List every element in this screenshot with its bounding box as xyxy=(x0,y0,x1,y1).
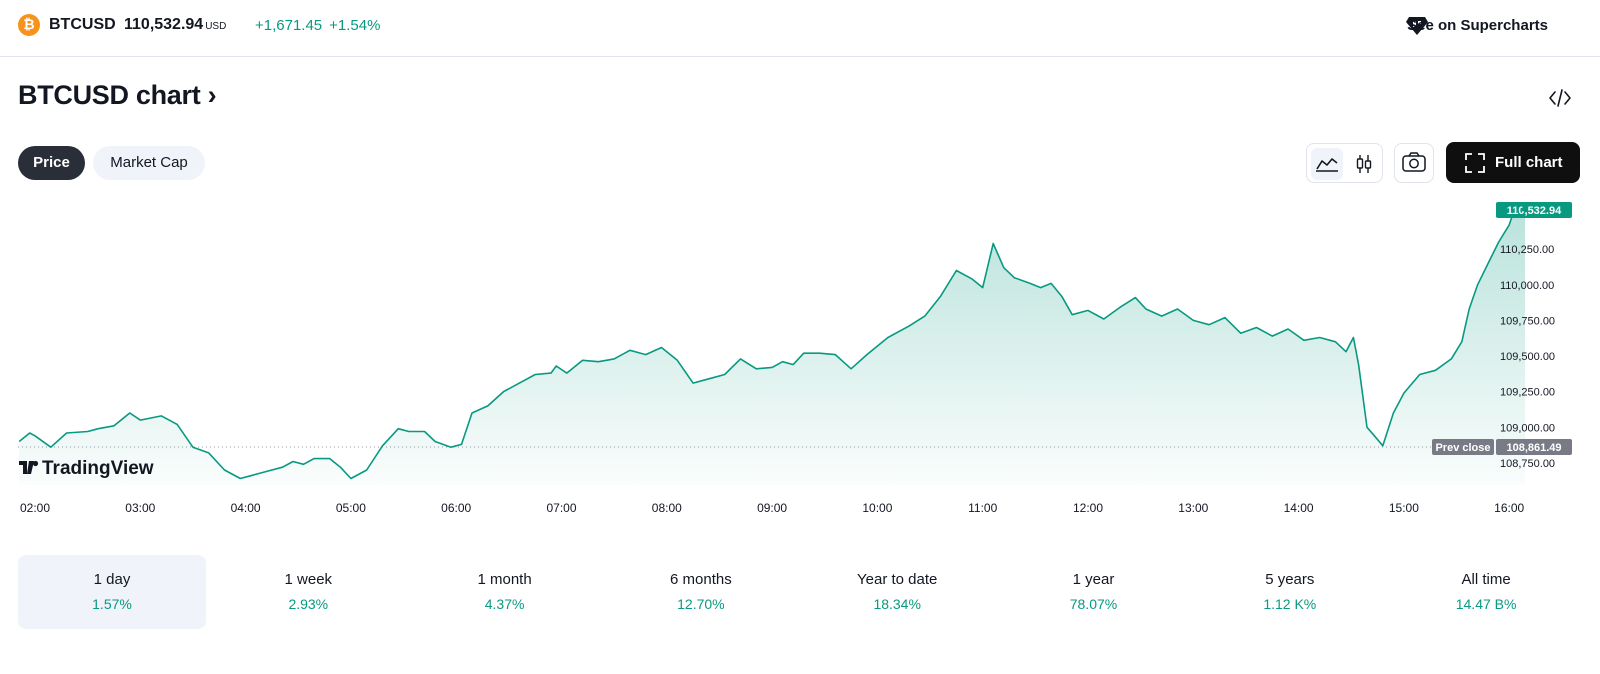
period-label: 1 day xyxy=(93,571,131,588)
see-on-supercharts-link[interactable]: See on Supercharts xyxy=(1407,17,1548,34)
y-tick-label: 109,250.00 xyxy=(1500,387,1555,399)
period-label: All time xyxy=(1461,571,1511,588)
price-line xyxy=(18,208,1526,480)
period-label: 1 month xyxy=(477,571,532,588)
y-tick-label: 109,750.00 xyxy=(1500,315,1555,327)
supercharts-icon[interactable] xyxy=(1405,13,1429,37)
page-title[interactable]: BTCUSD chart › xyxy=(18,80,217,110)
y-tick-label: 109,000.00 xyxy=(1500,422,1555,434)
prev-close-value-badge-bg xyxy=(1496,438,1572,455)
period-6-months[interactable]: 6 months 12.70% xyxy=(607,555,795,629)
y-tick-label: 109,500.00 xyxy=(1500,351,1555,363)
x-tick-label: 08:00 xyxy=(652,501,682,515)
last-price-dot xyxy=(1522,205,1528,212)
period-change-value: 18.34% xyxy=(873,596,921,612)
tradingview-watermark-text: TradingView xyxy=(42,458,154,479)
price-toggle[interactable]: Price xyxy=(18,146,85,180)
x-tick-label: 12:00 xyxy=(1073,501,1103,515)
y-tick-label: 110,000.00 xyxy=(1500,280,1554,292)
change-percent: +1.54% xyxy=(329,17,381,34)
price-value: 110,532.94 xyxy=(124,16,204,33)
fullscreen-icon xyxy=(1465,153,1485,173)
period-label: 5 years xyxy=(1265,571,1315,588)
period-change-value: 1.12 K% xyxy=(1263,596,1317,612)
prev-close-value-badge: 108,861.49 xyxy=(1506,442,1561,454)
x-tick-label: 03:00 xyxy=(125,501,155,515)
line-chart-icon xyxy=(1316,158,1338,172)
market-cap-toggle[interactable]: Market Cap xyxy=(93,146,205,180)
candlestick-icon xyxy=(1356,155,1372,173)
bitcoin-logo-icon: ₿ xyxy=(18,14,40,36)
current-price: 110,532.94 USD xyxy=(124,16,226,34)
period-change-value: 2.93% xyxy=(288,596,329,612)
full-chart-label: Full chart xyxy=(1495,154,1563,171)
price-change: +1,671.45 +1.54% xyxy=(255,17,380,34)
line-chart-button[interactable] xyxy=(1311,148,1343,180)
price-area-fill xyxy=(19,208,1526,486)
full-chart-button[interactable]: Full chart xyxy=(1446,142,1580,183)
period-1-month[interactable]: 1 month 4.37% xyxy=(411,555,599,629)
x-tick-label: 13:00 xyxy=(1178,501,1208,515)
embed-code-icon[interactable] xyxy=(1548,88,1572,108)
period-1-day[interactable]: 1 day 1.57% xyxy=(18,555,206,629)
period-label: 6 months xyxy=(670,571,732,588)
period-5-years[interactable]: 5 years 1.12 K% xyxy=(1196,555,1384,629)
symbol-name[interactable]: BTCUSD xyxy=(49,16,116,33)
snapshot-button[interactable] xyxy=(1394,143,1434,183)
x-tick-label: 11:00 xyxy=(968,501,997,515)
y-tick-label: 108,750.00 xyxy=(1500,458,1555,470)
x-tick-label: 04:00 xyxy=(231,501,261,515)
tradingview-watermark: TradingView xyxy=(19,458,154,479)
period-change-value: 14.47 B% xyxy=(1455,596,1517,612)
performance-periods: 1 day 1.57% 1 week 2.93% 1 month 4.37% 6 month… xyxy=(18,555,1580,629)
last-price-badge-bg xyxy=(1496,202,1572,218)
prev-close-label-bg xyxy=(1432,438,1494,455)
x-tick-label: 16:00 xyxy=(1494,501,1524,515)
x-tick-label: 02:00 xyxy=(20,501,50,515)
camera-icon xyxy=(1402,152,1426,172)
period-label: 1 week xyxy=(284,571,333,588)
period-1-week[interactable]: 1 week 2.93% xyxy=(214,555,402,629)
x-tick-label: 09:00 xyxy=(757,501,787,515)
x-tick-label: 07:00 xyxy=(546,501,576,515)
price-chart[interactable]: 110,250.00 110,000.00 109,750.00 109,500.00… xyxy=(0,195,1600,535)
x-tick-label: 10:00 xyxy=(862,501,892,515)
period-label: 1 year xyxy=(1072,571,1115,588)
chart-style-group xyxy=(1306,143,1383,183)
x-tick-label: 15:00 xyxy=(1389,501,1419,515)
change-absolute: +1,671.45 xyxy=(255,17,323,34)
period-year-to-date[interactable]: Year to date 18.34% xyxy=(803,555,991,629)
period-all-time[interactable]: All time 14.47 B% xyxy=(1392,555,1580,629)
symbol-header-bar: ₿ BTCUSD 110,532.94 USD +1,671.45 +1.54% S… xyxy=(0,0,1600,57)
x-tick-label: 05:00 xyxy=(336,501,366,515)
last-price-badge: 110,532.94 xyxy=(1507,205,1562,217)
period-change-value: 4.37% xyxy=(484,596,525,612)
period-label: Year to date xyxy=(857,571,938,588)
candlestick-chart-button[interactable] xyxy=(1348,148,1380,180)
period-1-year[interactable]: 1 year 78.07% xyxy=(1000,555,1188,629)
period-change-value: 1.57% xyxy=(92,596,132,612)
y-tick-label: 110,250.00 xyxy=(1500,244,1554,256)
x-tick-label: 06:00 xyxy=(441,501,471,515)
x-tick-label: 14:00 xyxy=(1284,501,1314,515)
period-change-value: 78.07% xyxy=(1069,596,1118,612)
period-change-value: 12.70% xyxy=(677,596,725,612)
prev-close-label: Prev close xyxy=(1435,442,1490,454)
price-currency: USD xyxy=(205,21,227,32)
